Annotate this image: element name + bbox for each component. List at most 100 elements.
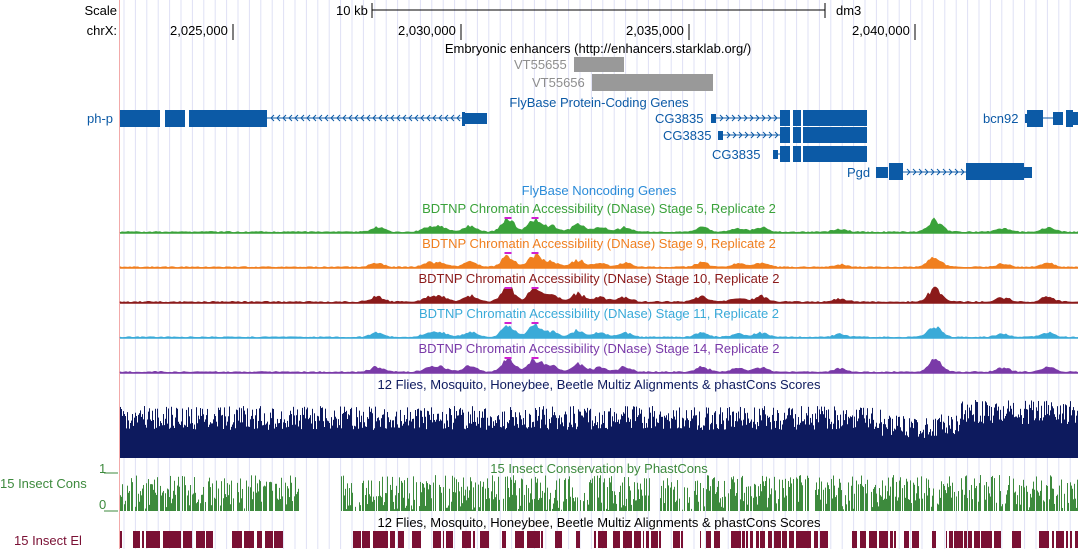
exon: [1066, 110, 1073, 127]
enhancer-label[interactable]: VT55655: [514, 57, 567, 72]
elements-track-title[interactable]: 12 Flies, Mosquito, Honeybee, Beetle Mul…: [377, 515, 821, 530]
phastcons-bar: [539, 498, 540, 511]
multiz-bar: [930, 429, 931, 458]
multiz-bar: [140, 410, 141, 458]
multiz-bar: [992, 422, 993, 458]
multiz-bar: [809, 424, 810, 458]
phastcons-bar: [260, 481, 261, 511]
multiz-bar: [919, 434, 920, 458]
multiz-bar: [750, 421, 751, 458]
multiz-track-title[interactable]: 12 Flies, Mosquito, Honeybee, Beetle Mul…: [377, 377, 821, 392]
phastcons-bar: [927, 495, 928, 511]
multiz-bar: [976, 401, 977, 458]
phastcons-bar: [297, 491, 298, 511]
multiz-bar: [973, 414, 974, 458]
phastcons-bar: [858, 484, 859, 511]
phastcons-bar: [544, 492, 545, 511]
phastcons-bar: [592, 478, 593, 511]
strand-arrow: [726, 131, 731, 139]
multiz-bar: [225, 416, 226, 458]
multiz-bar: [787, 415, 788, 458]
multiz-bar: [506, 427, 507, 458]
elements-side-label[interactable]: 15 Insect El: [14, 533, 82, 548]
phastcons-bar: [120, 495, 121, 511]
enhancer-label[interactable]: VT55656: [532, 75, 585, 90]
multiz-bar: [670, 428, 671, 458]
gene-label-pgd[interactable]: Pgd: [847, 165, 871, 180]
multiz-bar: [624, 413, 625, 458]
conserved-element: [796, 531, 802, 548]
phastcons-bar: [889, 495, 890, 511]
multiz-bar: [470, 414, 471, 458]
multiz-bar: [946, 427, 947, 458]
gene-label-bcn92[interactable]: bcn92: [983, 111, 1019, 126]
multiz-bar: [797, 424, 798, 458]
phastcons-bar: [471, 481, 472, 511]
multiz-bar: [701, 427, 702, 458]
noncoding-genes-track-title[interactable]: FlyBase Noncoding Genes: [521, 183, 677, 198]
multiz-bar: [448, 426, 449, 458]
multiz-bar: [977, 402, 978, 458]
multiz-bar: [527, 428, 528, 458]
gene-label-cg3835[interactable]: CG3835: [712, 147, 761, 162]
phastcons-bar: [779, 479, 780, 511]
multiz-bar: [827, 428, 828, 458]
multiz-bar: [371, 408, 372, 458]
phastcons-bar: [376, 496, 377, 511]
multiz-bar: [689, 427, 690, 458]
multiz-bar: [805, 424, 806, 458]
multiz-bar: [500, 426, 501, 458]
phastcons-bar: [896, 481, 897, 511]
dnase-stage14-track-title[interactable]: BDTNP Chromatin Accessibility (DNase) St…: [418, 341, 780, 356]
multiz-bar: [377, 418, 378, 458]
conserved-element: [700, 531, 701, 548]
gene-label-cg3835[interactable]: CG3835: [663, 128, 712, 143]
multiz-bar: [608, 411, 609, 458]
phastcons-bar: [905, 497, 906, 511]
dnase-stage10-track-title[interactable]: BDTNP Chromatin Accessibility (DNase) St…: [418, 271, 780, 286]
multiz-bar: [182, 408, 183, 458]
multiz-bar: [669, 421, 670, 458]
phastcons-track-title[interactable]: 15 Insect Conservation by PhastCons: [490, 461, 708, 476]
phastcons-bar: [446, 507, 447, 511]
multiz-bar: [734, 426, 735, 458]
phastcons-bar: [145, 508, 146, 511]
protein-genes-track-title[interactable]: FlyBase Protein-Coding Genes: [509, 95, 689, 110]
multiz-bar: [449, 407, 450, 458]
multiz-bar: [914, 418, 915, 458]
gene-label-cg3835[interactable]: CG3835: [655, 111, 704, 126]
conserved-element: [964, 531, 967, 548]
multiz-bar: [445, 428, 446, 458]
multiz-bar: [248, 426, 249, 458]
multiz-bar: [381, 418, 382, 458]
phastcons-bar: [911, 503, 912, 511]
exon: [803, 127, 867, 143]
phastcons-bar: [736, 492, 737, 511]
phastcons-bar: [1059, 485, 1060, 511]
phastcons-bar: [610, 482, 611, 511]
multiz-bar: [373, 429, 374, 458]
multiz-bar: [179, 423, 180, 458]
multiz-bar: [704, 425, 705, 458]
multiz-bar: [700, 427, 701, 458]
phastcons-signal: [120, 475, 1078, 511]
dnase-stage5-track-title[interactable]: BDTNP Chromatin Accessibility (DNase) St…: [422, 201, 776, 216]
multiz-bar: [598, 428, 599, 458]
strand-arrow: [420, 114, 425, 122]
phastcons-bar: [863, 487, 864, 511]
multiz-bar: [695, 415, 696, 458]
multiz-bar: [941, 414, 942, 458]
phastcons-side-label[interactable]: 15 Insect Cons: [0, 476, 87, 491]
phastcons-bar: [821, 481, 822, 511]
phastcons-bar: [574, 501, 575, 511]
phastcons-bar: [483, 481, 484, 511]
dnase-stage9-track-title[interactable]: BDTNP Chromatin Accessibility (DNase) St…: [422, 236, 776, 251]
multiz-bar: [926, 418, 927, 458]
gene-label-ph-p[interactable]: ph-p: [87, 111, 114, 126]
enhancers-track-title[interactable]: Embryonic enhancers (http://enhancers.st…: [444, 41, 752, 56]
multiz-bar: [222, 414, 223, 458]
multiz-bar: [604, 411, 605, 458]
dnase-stage11-track-title[interactable]: BDTNP Chromatin Accessibility (DNase) St…: [418, 306, 780, 321]
